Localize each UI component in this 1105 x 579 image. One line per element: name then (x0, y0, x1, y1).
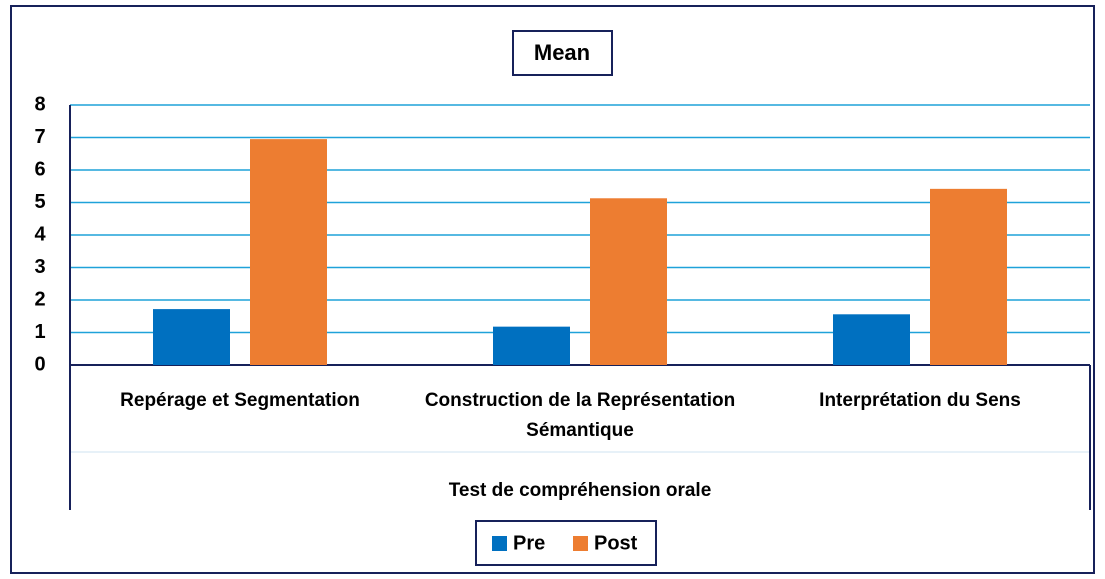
y-tick-label: 4 (34, 223, 46, 245)
y-tick-label: 8 (34, 93, 45, 115)
chart-title: Mean (534, 40, 590, 65)
x-tick-label: Repérage et Segmentation (120, 390, 360, 411)
y-tick-label: 7 (34, 126, 45, 148)
y-tick-label: 0 (34, 353, 45, 375)
x-axis-title: Test de compréhension orale (449, 480, 712, 501)
legend-label: Pre (513, 532, 545, 554)
bar (930, 188, 1007, 365)
bar (833, 314, 910, 365)
legend-label: Post (594, 532, 638, 554)
bar (590, 198, 667, 365)
y-tick-label: 1 (34, 321, 45, 343)
y-tick-label: 6 (34, 158, 45, 180)
y-tick-label: 2 (34, 288, 45, 310)
chart-border (10, 5, 1095, 574)
x-tick-label: Construction de la Représentation Sémant… (424, 390, 736, 441)
bar (493, 326, 570, 365)
legend-swatch (573, 536, 588, 551)
bar (153, 309, 230, 365)
x-tick-label: Interprétation du Sens (819, 390, 1021, 411)
bar (250, 139, 327, 365)
title-box (512, 30, 613, 76)
y-tick-label: 5 (34, 191, 45, 213)
y-tick-label: 3 (34, 256, 45, 278)
legend-swatch (492, 536, 507, 551)
